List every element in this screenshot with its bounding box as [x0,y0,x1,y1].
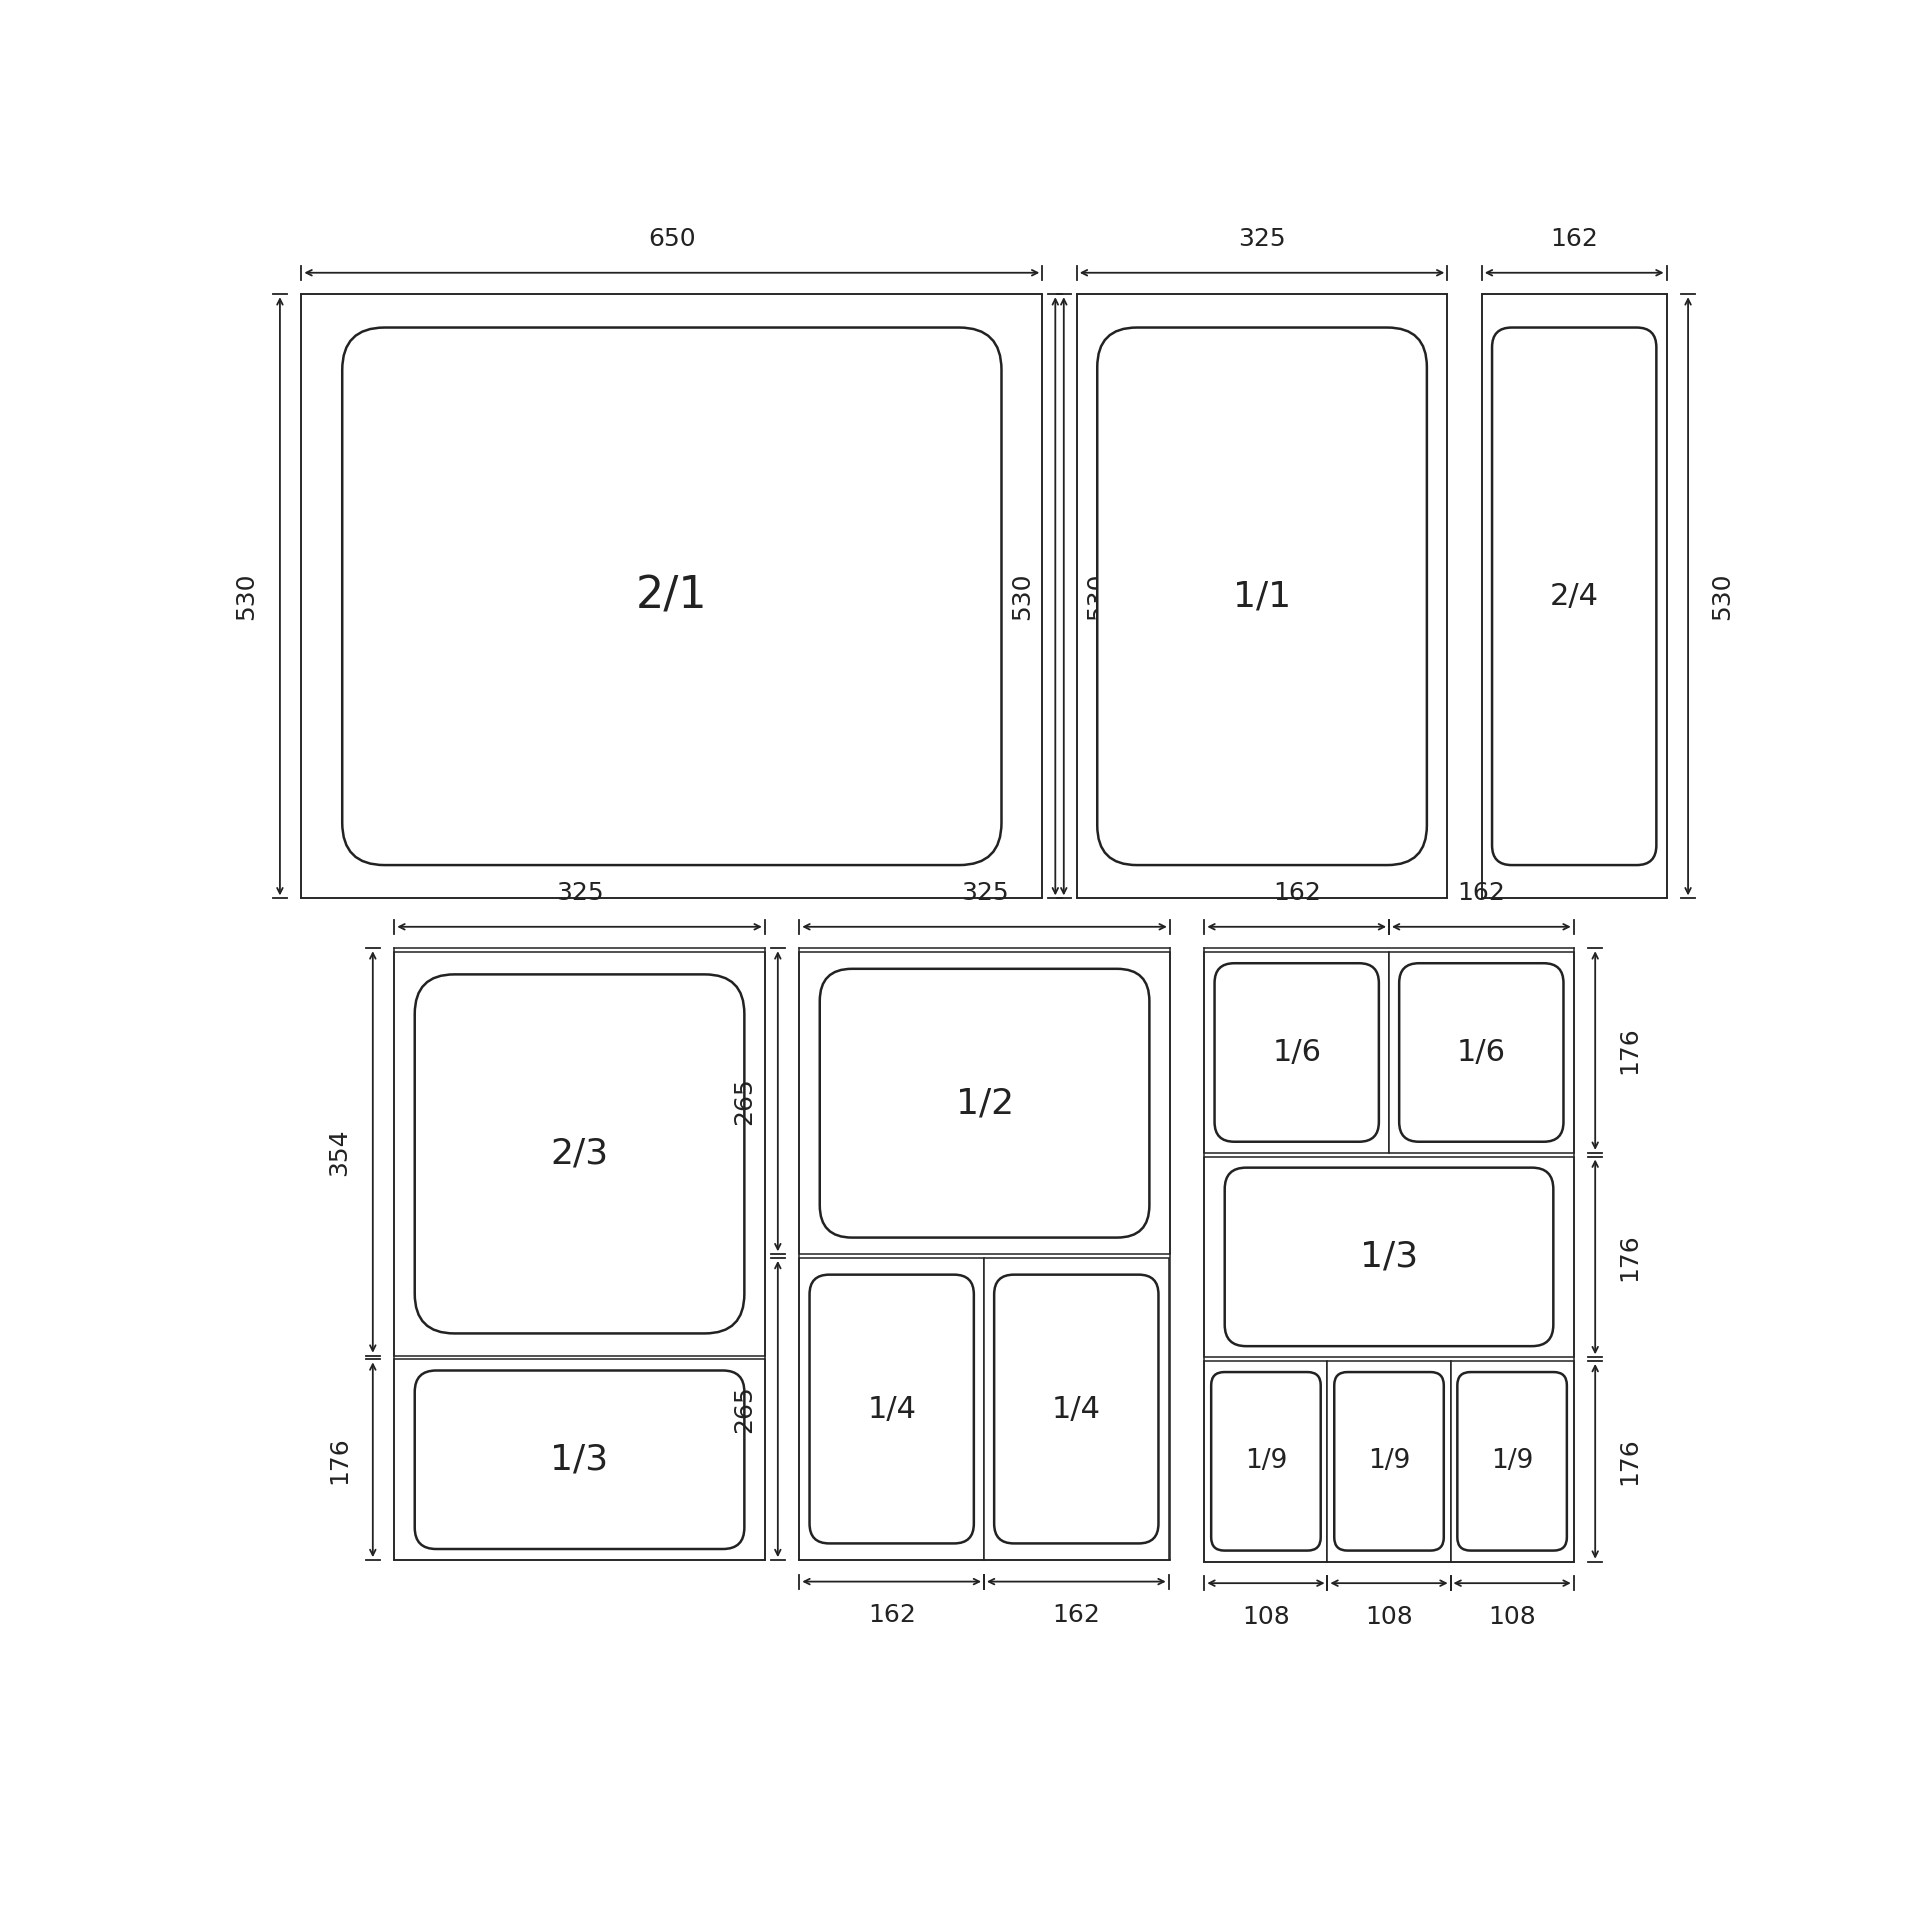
Text: 325: 325 [960,881,1008,904]
Bar [799,1258,983,1561]
Text: 1/6: 1/6 [1457,1039,1505,1068]
Bar [1077,294,1448,899]
FancyBboxPatch shape [1334,1373,1444,1551]
Text: 108: 108 [1488,1605,1536,1628]
Text: 162: 162 [1273,881,1321,904]
FancyBboxPatch shape [1212,1373,1321,1551]
Text: 162: 162 [1457,881,1505,904]
Text: 108: 108 [1365,1605,1413,1628]
Bar [983,1258,1169,1561]
Text: 162: 162 [868,1603,916,1626]
Bar [1204,952,1388,1152]
Text: 1/4: 1/4 [868,1394,916,1423]
FancyBboxPatch shape [1400,964,1563,1142]
FancyBboxPatch shape [342,328,1002,866]
Text: 265: 265 [732,1077,756,1125]
Text: 2/4: 2/4 [1549,582,1599,611]
FancyBboxPatch shape [1457,1373,1567,1551]
Text: 530: 530 [1010,572,1033,620]
Text: 530: 530 [1709,572,1734,620]
Text: 176: 176 [1617,1438,1642,1486]
Text: 1/4: 1/4 [1052,1394,1100,1423]
Text: 354: 354 [326,1129,351,1175]
Bar [301,294,1043,899]
Bar [394,952,764,1356]
Text: 1/9: 1/9 [1244,1448,1286,1475]
Text: 176: 176 [1617,1233,1642,1281]
Text: 1/3: 1/3 [551,1442,609,1476]
Bar [1327,1361,1450,1561]
Text: 162: 162 [1052,1603,1100,1626]
Bar [1482,294,1667,899]
Text: 1/6: 1/6 [1273,1039,1321,1068]
Bar [1450,1361,1574,1561]
Text: 1/1: 1/1 [1233,580,1290,612]
Bar [394,1359,764,1561]
Text: 265: 265 [732,1384,756,1432]
Text: 1/9: 1/9 [1367,1448,1409,1475]
FancyBboxPatch shape [1096,328,1427,866]
Bar [799,952,1169,1254]
Text: 530: 530 [1085,572,1110,620]
Text: 325: 325 [555,881,603,904]
Text: 176: 176 [326,1436,351,1484]
Bar [1388,952,1574,1152]
Text: 2/3: 2/3 [551,1137,609,1171]
Text: 325: 325 [1238,227,1286,252]
FancyBboxPatch shape [1492,328,1657,866]
Text: 530: 530 [234,572,259,620]
Bar [1204,1156,1574,1357]
FancyBboxPatch shape [415,1371,745,1549]
FancyBboxPatch shape [1225,1167,1553,1346]
Text: 162: 162 [1549,227,1597,252]
FancyBboxPatch shape [810,1275,973,1544]
FancyBboxPatch shape [415,973,745,1332]
Text: 1/9: 1/9 [1492,1448,1534,1475]
FancyBboxPatch shape [820,970,1150,1238]
Bar [1204,1361,1327,1561]
Text: 650: 650 [649,227,695,252]
Text: 2/1: 2/1 [636,574,708,618]
Text: 176: 176 [1617,1027,1642,1075]
Text: 108: 108 [1242,1605,1290,1628]
FancyBboxPatch shape [1215,964,1379,1142]
FancyBboxPatch shape [995,1275,1158,1544]
Text: 1/3: 1/3 [1359,1240,1419,1273]
Text: 1/2: 1/2 [956,1087,1014,1119]
